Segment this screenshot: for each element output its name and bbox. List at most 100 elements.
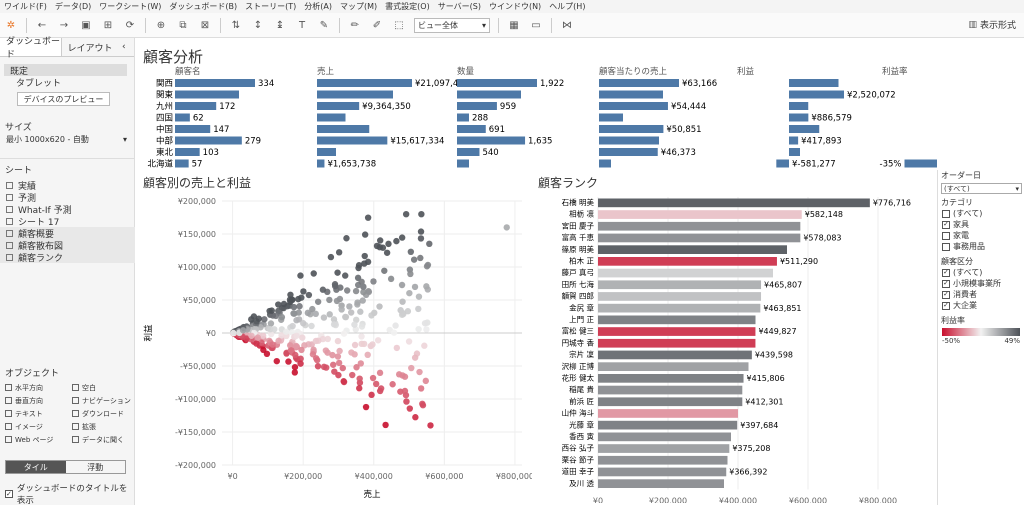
scatter-point[interactable] <box>372 380 380 388</box>
scatter-point[interactable] <box>297 355 304 362</box>
scatter-point[interactable] <box>373 242 381 250</box>
scatter-point[interactable] <box>334 269 341 276</box>
scatter-point[interactable] <box>299 334 306 341</box>
menu-item[interactable]: マップ(M) <box>340 2 378 11</box>
rank-bar[interactable] <box>598 315 756 325</box>
device-preview-button[interactable]: デバイスのプレビュー <box>17 92 110 106</box>
scatter-point[interactable] <box>361 231 369 238</box>
scatter-point[interactable] <box>382 421 389 429</box>
rank-bar[interactable] <box>598 409 738 418</box>
scatter-point[interactable] <box>340 330 348 337</box>
scatter-point[interactable] <box>387 275 395 283</box>
summary-bar[interactable] <box>599 79 679 87</box>
rank-bar[interactable] <box>598 444 730 453</box>
scatter-point[interactable] <box>319 286 327 293</box>
scatter-point[interactable] <box>417 235 425 242</box>
tableau-logo-icon[interactable]: ✲ <box>6 19 16 31</box>
scatter-point[interactable] <box>393 237 400 245</box>
scatter-point[interactable] <box>312 337 320 345</box>
rank-bar[interactable] <box>598 479 724 488</box>
sheet-item[interactable]: 顧客散布図 <box>0 239 135 252</box>
scatter-point[interactable] <box>301 342 308 349</box>
scatter-point[interactable] <box>364 214 372 221</box>
scatter-point[interactable] <box>291 310 298 317</box>
scatter-point[interactable] <box>417 228 425 235</box>
summary-bar[interactable] <box>789 148 800 156</box>
rank-bar[interactable] <box>598 455 728 465</box>
scatter-point[interactable] <box>293 332 300 339</box>
new-sheet-icon[interactable]: ⊕ <box>156 19 166 31</box>
rank-bar[interactable] <box>598 374 744 383</box>
scatter-point[interactable] <box>355 264 362 272</box>
highlight-icon[interactable]: ✏ <box>350 19 360 31</box>
menu-item[interactable]: ヘルプ(H) <box>549 2 586 11</box>
summary-bar[interactable] <box>789 125 820 133</box>
scatter-point[interactable] <box>398 234 406 241</box>
scatter-point[interactable] <box>418 211 425 218</box>
scatter-point[interactable] <box>329 361 337 368</box>
scatter-point[interactable] <box>312 355 320 362</box>
scatter-point[interactable] <box>419 402 427 409</box>
scatter-point[interactable] <box>415 293 423 300</box>
scatter-point[interactable] <box>296 303 303 310</box>
scatter-point[interactable] <box>361 252 368 260</box>
clear-icon[interactable]: ⊠ <box>200 19 210 31</box>
scatter-point[interactable] <box>291 369 299 376</box>
scatter-point[interactable] <box>383 249 391 256</box>
back-icon[interactable]: ← <box>37 19 47 31</box>
rank-bar[interactable] <box>598 420 738 430</box>
scatter-point[interactable] <box>346 303 353 310</box>
scatter-point[interactable] <box>273 357 280 365</box>
collapse-icon[interactable]: ‹ <box>122 42 126 52</box>
rank-bar[interactable] <box>598 467 727 477</box>
scatter-point[interactable] <box>405 338 413 345</box>
scatter-point[interactable] <box>312 310 319 318</box>
scatter-point[interactable] <box>336 347 343 355</box>
scatter-point[interactable] <box>364 351 371 359</box>
rank-bar[interactable] <box>598 338 756 348</box>
summary-bar[interactable] <box>599 136 659 145</box>
scatter-point[interactable] <box>360 288 367 296</box>
scatter-point[interactable] <box>411 354 419 361</box>
summary-bar[interactable] <box>776 159 789 168</box>
scatter-point[interactable] <box>253 340 260 347</box>
scatter-point[interactable] <box>292 351 299 359</box>
tab-layout[interactable]: レイアウト <box>67 43 113 54</box>
rank-chart[interactable]: ¥0¥200,000¥400,000¥600,000¥800,000売上石橋 明… <box>538 193 937 503</box>
rank-bar[interactable] <box>598 210 802 219</box>
summary-bar[interactable] <box>457 102 497 110</box>
summary-bar[interactable] <box>599 159 611 168</box>
summary-bar[interactable] <box>599 148 658 156</box>
scatter-point[interactable] <box>342 272 349 279</box>
rank-bar[interactable] <box>598 221 801 231</box>
scatter-point[interactable] <box>326 311 333 318</box>
scatter-point[interactable] <box>285 358 292 365</box>
scatter-point[interactable] <box>269 312 277 319</box>
scatter-point[interactable] <box>335 359 343 367</box>
scatter-point[interactable] <box>368 391 375 399</box>
scatter-point[interactable] <box>278 332 285 339</box>
scatter-point[interactable] <box>290 303 298 311</box>
scatter-point[interactable] <box>286 342 294 349</box>
scatter-point[interactable] <box>351 341 359 349</box>
scatter-point[interactable] <box>331 282 339 290</box>
scatter-point[interactable] <box>415 305 422 313</box>
scatter-point[interactable] <box>427 422 434 429</box>
filter-option[interactable]: ✓ 大企業 <box>938 300 1024 311</box>
share-icon[interactable]: ⋈ <box>562 19 572 31</box>
scatter-point[interactable] <box>339 364 346 372</box>
scatter-point[interactable] <box>351 321 358 328</box>
scatter-point[interactable] <box>407 270 414 278</box>
scatter-point[interactable] <box>314 363 322 370</box>
scatter-point[interactable] <box>423 263 431 270</box>
scatter-point[interactable] <box>389 381 396 388</box>
scatter-point[interactable] <box>340 378 347 385</box>
scatter-point[interactable] <box>248 316 255 323</box>
scatter-point[interactable] <box>300 320 307 327</box>
scatter-point[interactable] <box>421 320 429 327</box>
summary-bar[interactable] <box>317 136 388 145</box>
scatter-point[interactable] <box>298 346 305 354</box>
scatter-point[interactable] <box>359 283 367 290</box>
scatter-point[interactable] <box>353 316 360 324</box>
device-tablet[interactable]: タブレット <box>16 78 62 89</box>
